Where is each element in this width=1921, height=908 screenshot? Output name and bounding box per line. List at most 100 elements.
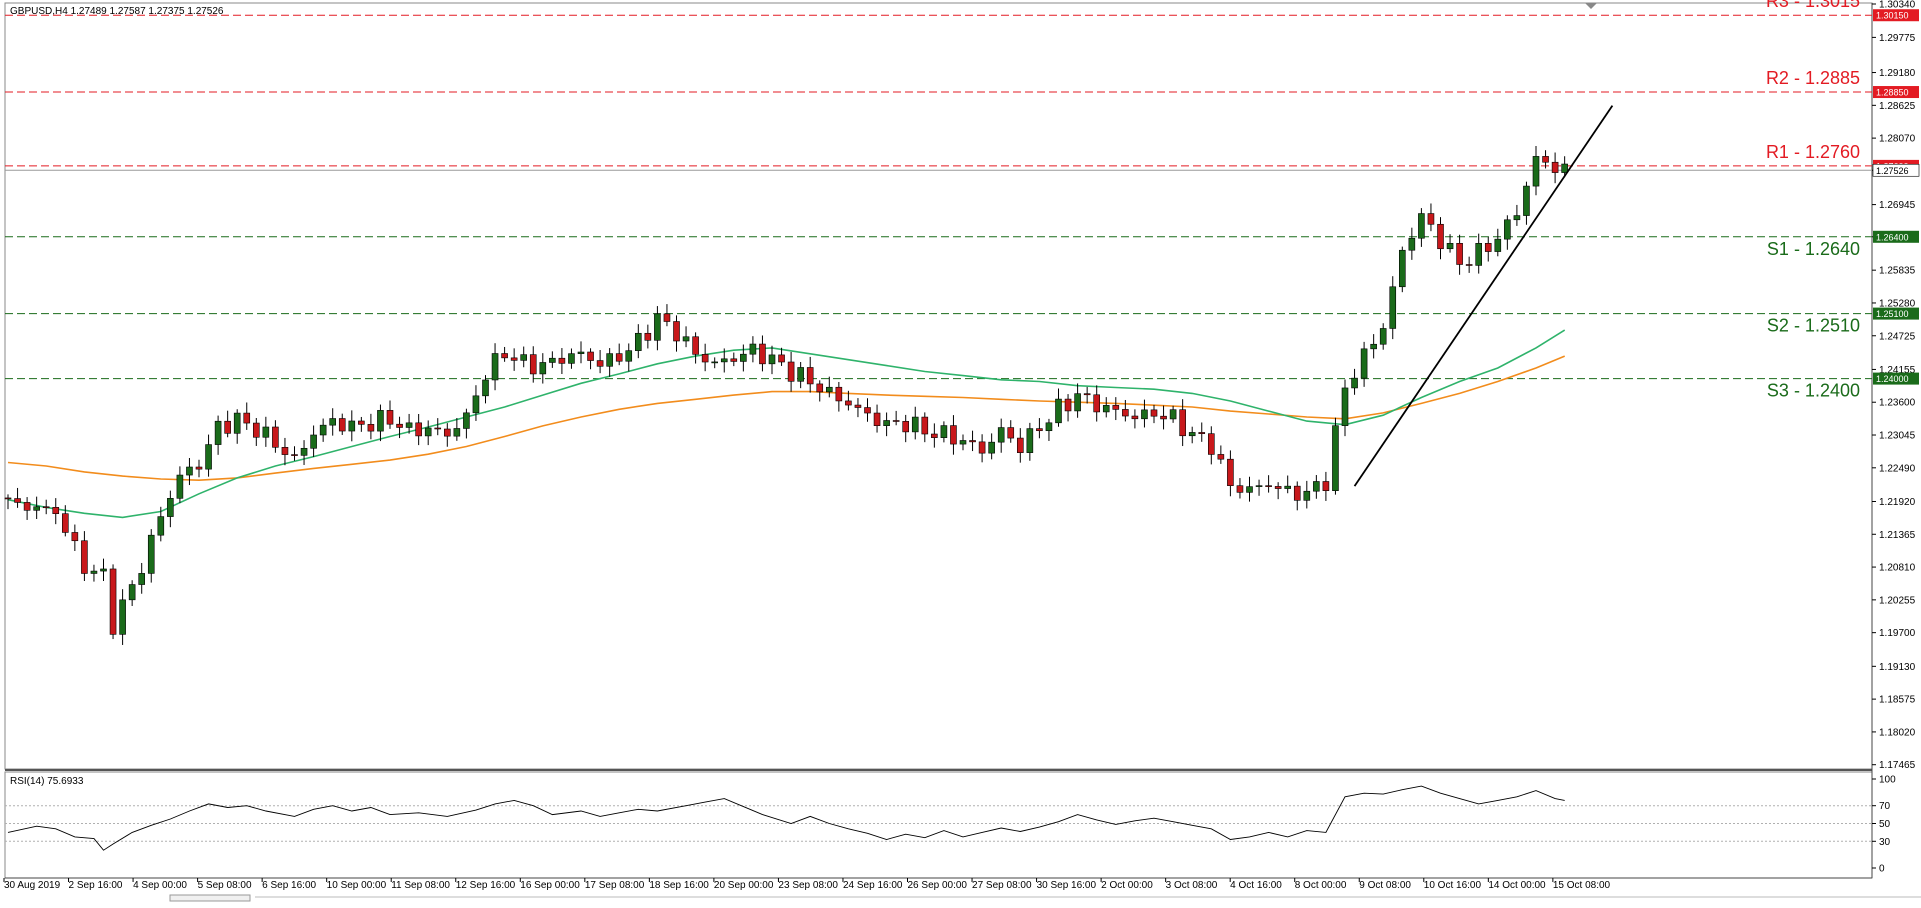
candle-body [787,361,795,382]
moving-averages-layer [7,329,1566,519]
candle-body [1389,286,1397,329]
candle-body [281,447,289,455]
candle-body [90,570,98,574]
candle-body [539,362,547,375]
rsi-panel-frame [4,771,1873,879]
price-tick-label: 1.23600 [1879,398,1916,409]
price-tick-label: 1.20810 [1879,563,1916,574]
chart-shift-marker[interactable] [1585,3,1597,9]
time-tick-label: 8 Oct 00:00 [1295,880,1347,891]
time-tick-label: 30 Sep 16:00 [1037,880,1097,891]
chart-tab[interactable] [169,894,251,902]
candle-body [186,466,193,476]
time-tick-label: 26 Sep 00:00 [908,880,968,891]
candle-body [845,400,852,406]
main-panel-frame [4,2,1873,770]
price-tick-label: 1.26945 [1879,200,1916,211]
price-tick-label: 1.19130 [1879,662,1916,673]
candle-body [1456,243,1463,265]
price-tick-label: 1.21920 [1879,497,1916,508]
candle-body [1255,485,1263,487]
candle-body [1036,428,1043,432]
candle-body [1179,409,1186,437]
candle-body [510,357,518,361]
candle-body [1360,348,1368,379]
candle-body [367,424,375,432]
candle-body [625,350,633,362]
rsi-tick-label: 100 [1879,775,1896,786]
candle-body [1169,409,1177,420]
candle-body [14,498,21,503]
level-label-r1: R1 - 1.2760 [1766,142,1860,162]
price-tags-layer: 1.301501.288501.276001.264001.251001.240… [1872,9,1920,385]
candle-body [147,534,155,574]
time-axis[interactable]: 30 Aug 2019 2 Sep 16:00 4 Sep 00:00 5 Sep 0… [3,878,1611,891]
candle-body [424,427,432,437]
candle-body [1418,213,1425,239]
time-tick-label: 23 Sep 08:00 [778,880,838,891]
candle-body [157,516,165,536]
level-label-s1: S1 - 1.2640 [1767,239,1860,259]
candle-body [1523,185,1530,216]
candle-body [1465,264,1473,266]
candle-body [1246,486,1253,493]
time-tick-label: 3 Oct 08:00 [1166,880,1218,891]
candle-body [491,353,499,381]
price-tick-label: 1.28070 [1879,134,1916,145]
candle-body [1227,458,1234,486]
uptrend-line[interactable] [1353,105,1614,487]
rsi-indicator: 100 70 50 30 0 [5,775,1896,875]
candle-body [577,351,585,354]
candle-body [100,568,107,572]
candle-body [1379,328,1387,345]
candle-body [52,507,60,514]
candle-body [1293,485,1301,501]
candle-body [921,416,929,435]
candle-body [1313,481,1320,492]
candle-body [109,568,117,635]
candle-body [520,354,528,361]
level-label-s2: S2 - 1.2510 [1767,316,1860,336]
candle-body [768,354,776,365]
candle-body [214,420,222,445]
price-tick-label: 1.29775 [1879,33,1916,44]
price-tick-label: 1.30340 [1879,0,1916,11]
candle-body [272,426,279,448]
candle-body [415,422,422,437]
candle-body [749,343,757,355]
candle-body [911,416,919,433]
candle-body [176,474,184,499]
candle-body [472,395,480,414]
time-tick-label: 20 Sep 00:00 [714,880,774,891]
candle-body [892,420,900,422]
candle-body [644,332,652,341]
candle-body [1122,409,1129,417]
candle-body [319,424,327,436]
trendline-layer[interactable] [1353,105,1614,487]
candle-body [1427,213,1435,225]
candle-body [1055,398,1062,424]
candle-body [759,343,766,365]
time-tick-label: 10 Oct 16:00 [1424,880,1482,891]
candle-body [1322,481,1330,491]
level-price-tag-label: 1.25100 [1876,309,1909,319]
candle-body [482,379,489,397]
candle-body [386,410,394,425]
candle-body [529,354,537,375]
level-price-tag-label: 1.26400 [1876,232,1909,242]
level-price-tag [1873,86,1919,99]
candle-body [1236,485,1244,493]
candle-body [453,428,461,437]
time-tick-label: 4 Oct 16:00 [1230,880,1282,891]
price-tick-label: 1.19700 [1879,628,1916,639]
price-tick-label: 1.24155 [1879,365,1916,376]
price-axis[interactable]: 1.30340 1.29775 1.29180 1.28625 1.28070 1.275… [1872,0,1916,771]
candle-body [138,573,145,585]
candle-body [692,336,699,355]
rsi-line [7,785,1565,851]
candle-body [950,425,957,445]
candle-body [291,454,298,456]
candle-body [1504,219,1511,240]
candle-body [1265,485,1272,487]
